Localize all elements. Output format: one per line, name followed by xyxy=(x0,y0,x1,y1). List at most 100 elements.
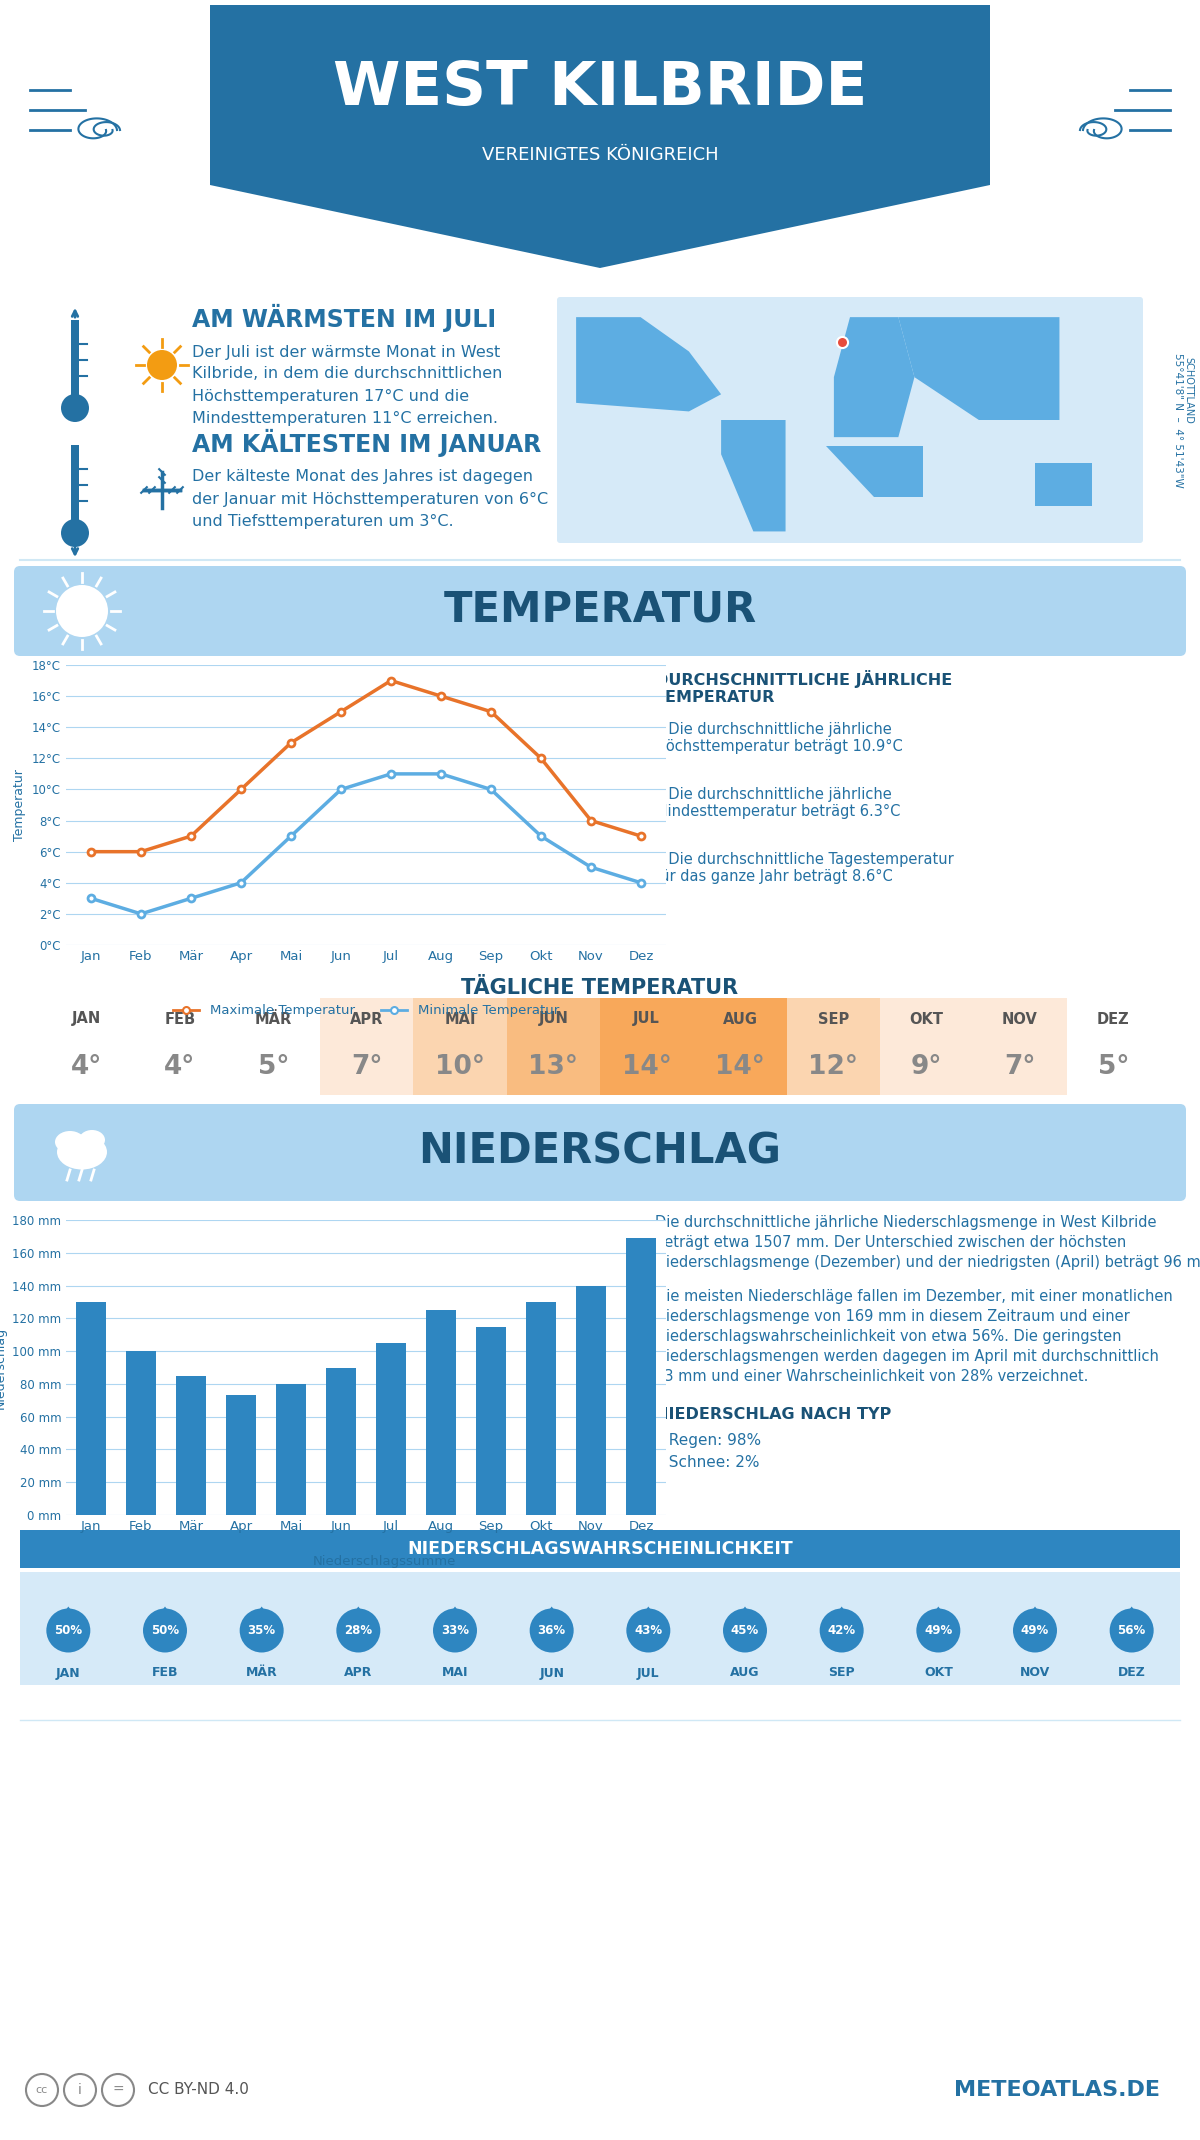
Text: 10°: 10° xyxy=(436,1055,485,1081)
Bar xyxy=(76,1301,106,1515)
Text: 7°: 7° xyxy=(350,1055,383,1081)
Text: 45%: 45% xyxy=(731,1624,760,1637)
Polygon shape xyxy=(834,317,914,437)
Ellipse shape xyxy=(58,1134,107,1168)
Bar xyxy=(133,997,227,1040)
Bar xyxy=(227,997,320,1040)
Circle shape xyxy=(1110,1609,1153,1652)
Circle shape xyxy=(917,1609,960,1652)
Text: Die durchschnittliche jährliche Niederschlagsmenge in West Kilbride: Die durchschnittliche jährliche Niedersc… xyxy=(655,1216,1157,1230)
FancyBboxPatch shape xyxy=(557,297,1142,544)
Text: 33%: 33% xyxy=(442,1624,469,1637)
Circle shape xyxy=(143,1609,187,1652)
Text: Der Juli ist der wärmste Monat in West: Der Juli ist der wärmste Monat in West xyxy=(192,345,500,360)
Bar xyxy=(1067,1040,1160,1096)
Bar xyxy=(126,1350,156,1515)
Text: 4°: 4° xyxy=(71,1055,102,1081)
Text: AM WÄRMSTEN IM JULI: AM WÄRMSTEN IM JULI xyxy=(192,304,496,332)
Bar xyxy=(376,1344,406,1515)
Text: MAI: MAI xyxy=(442,1667,468,1680)
Bar xyxy=(276,1385,306,1515)
Bar xyxy=(0,0,1200,291)
Bar xyxy=(176,1376,206,1515)
Text: Kilbride, in dem die durchschnittlichen: Kilbride, in dem die durchschnittlichen xyxy=(192,366,503,381)
Text: MÄR: MÄR xyxy=(246,1667,277,1680)
Text: 12°: 12° xyxy=(809,1055,858,1081)
Polygon shape xyxy=(576,317,721,411)
Polygon shape xyxy=(1036,462,1092,505)
Bar xyxy=(40,1040,133,1096)
Bar xyxy=(973,997,1067,1040)
Circle shape xyxy=(1013,1609,1057,1652)
Bar xyxy=(133,1040,227,1096)
Polygon shape xyxy=(538,1607,565,1626)
Text: Mindesttemperaturen 11°C erreichen.: Mindesttemperaturen 11°C erreichen. xyxy=(192,411,498,426)
Text: der Januar mit Höchsttemperaturen von 6°C: der Januar mit Höchsttemperaturen von 6°… xyxy=(192,492,548,507)
Bar xyxy=(326,1367,356,1515)
Text: 36%: 36% xyxy=(538,1624,565,1637)
Polygon shape xyxy=(828,1607,856,1626)
Polygon shape xyxy=(1117,1607,1146,1626)
Text: 9°: 9° xyxy=(911,1055,942,1081)
Text: 49%: 49% xyxy=(1021,1624,1049,1637)
Circle shape xyxy=(433,1609,478,1652)
Circle shape xyxy=(820,1609,864,1652)
Polygon shape xyxy=(210,4,990,267)
Text: CC BY-ND 4.0: CC BY-ND 4.0 xyxy=(148,2082,248,2097)
Bar xyxy=(71,321,79,400)
Text: Niederschlagsmenge von 169 mm in diesem Zeitraum und einer: Niederschlagsmenge von 169 mm in diesem … xyxy=(655,1310,1129,1325)
Text: JUN: JUN xyxy=(539,1012,569,1027)
Bar xyxy=(626,1239,656,1515)
Bar xyxy=(20,1573,1180,1684)
Bar xyxy=(506,1040,600,1096)
Bar xyxy=(320,997,413,1040)
Bar xyxy=(20,1530,1180,1569)
Text: 14°: 14° xyxy=(622,1055,672,1081)
Text: 4°: 4° xyxy=(164,1055,196,1081)
Bar xyxy=(1067,997,1160,1040)
Polygon shape xyxy=(151,1607,179,1626)
Text: NIEDERSCHLAG: NIEDERSCHLAG xyxy=(419,1132,781,1173)
Text: 56%: 56% xyxy=(1117,1624,1146,1637)
Text: JUL: JUL xyxy=(634,1012,660,1027)
Bar xyxy=(880,1040,973,1096)
Circle shape xyxy=(626,1609,671,1652)
Text: 50%: 50% xyxy=(54,1624,83,1637)
Text: AUG: AUG xyxy=(731,1667,760,1680)
Bar xyxy=(506,997,600,1040)
Text: AM KÄLTESTEN IM JANUAR: AM KÄLTESTEN IM JANUAR xyxy=(192,428,541,458)
Text: beträgt etwa 1507 mm. Der Unterschied zwischen der höchsten: beträgt etwa 1507 mm. Der Unterschied zw… xyxy=(655,1235,1127,1250)
Bar xyxy=(600,1040,694,1096)
Circle shape xyxy=(47,1609,90,1652)
Bar xyxy=(973,1040,1067,1096)
Bar xyxy=(71,445,79,524)
Ellipse shape xyxy=(55,1132,85,1153)
Y-axis label: Niederschlag: Niederschlag xyxy=(0,1327,6,1408)
Text: 13°: 13° xyxy=(528,1055,578,1081)
Text: NIEDERSCHLAG NACH TYP: NIEDERSCHLAG NACH TYP xyxy=(655,1406,892,1421)
Text: MAI: MAI xyxy=(444,1012,475,1027)
Polygon shape xyxy=(826,445,923,496)
Text: 28%: 28% xyxy=(344,1624,372,1637)
Text: Niederschlagswahrscheinlichkeit von etwa 56%. Die geringsten: Niederschlagswahrscheinlichkeit von etwa… xyxy=(655,1329,1122,1344)
Text: i: i xyxy=(78,2082,82,2097)
Bar xyxy=(40,997,133,1040)
Bar xyxy=(227,1040,320,1096)
Text: DEZ: DEZ xyxy=(1117,1667,1146,1680)
Circle shape xyxy=(148,351,178,381)
Ellipse shape xyxy=(79,1130,106,1149)
Y-axis label: Temperatur: Temperatur xyxy=(13,768,26,841)
Text: MÄR: MÄR xyxy=(254,1012,292,1027)
Bar xyxy=(413,1040,506,1096)
Text: APR: APR xyxy=(344,1667,372,1680)
Text: cc: cc xyxy=(36,2084,48,2095)
Text: TÄGLICHE TEMPERATUR: TÄGLICHE TEMPERATUR xyxy=(462,978,738,997)
Text: FEB: FEB xyxy=(151,1667,179,1680)
Text: SCHOTTLAND: SCHOTTLAND xyxy=(1183,357,1193,424)
Text: • Die durchschnittliche jährliche
Höchsttemperatur beträgt 10.9°C: • Die durchschnittliche jährliche Höchst… xyxy=(655,721,902,755)
Circle shape xyxy=(529,1609,574,1652)
Polygon shape xyxy=(721,419,786,531)
Text: JAN: JAN xyxy=(56,1667,80,1680)
Text: TEMPERATUR: TEMPERATUR xyxy=(443,588,757,631)
Text: NOV: NOV xyxy=(1002,1012,1038,1027)
